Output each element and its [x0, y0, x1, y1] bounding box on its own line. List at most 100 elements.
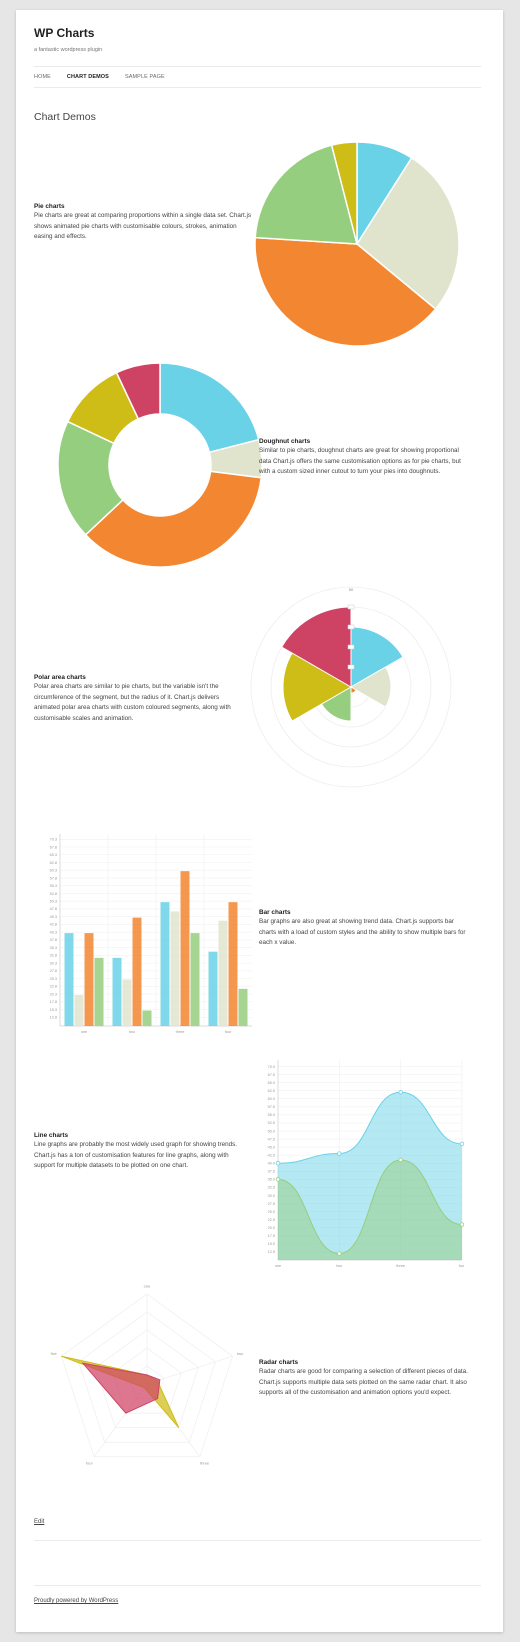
page: WP Charts a fantastic wordpress plugin H… — [16, 10, 503, 1632]
line-y-tick-label: 55.0 — [268, 1113, 275, 1117]
bar — [218, 920, 228, 1026]
bar-y-tick-label: 15.3 — [50, 1008, 57, 1012]
bar — [94, 957, 104, 1026]
bar-y-tick-label: 40.3 — [50, 930, 57, 934]
line-point — [337, 1251, 342, 1256]
radar-text: Radar charts are good for comparing a se… — [259, 1368, 468, 1396]
line-y-tick-label: 60.0 — [268, 1097, 275, 1101]
line-point — [459, 1141, 464, 1147]
bar-y-tick-label: 62.8 — [50, 861, 57, 865]
line-series-area — [278, 1160, 462, 1260]
line-y-tick-label: 45.0 — [268, 1145, 275, 1149]
polar-scale-tick — [347, 644, 355, 650]
doughnut-description: Doughnut charts Similar to pie charts, d… — [259, 438, 469, 478]
bar — [64, 933, 74, 1026]
bar-y-tick-label: 35.3 — [50, 946, 57, 950]
radar-grid-ring — [78, 1311, 216, 1443]
bar — [122, 979, 132, 1026]
line-x-tick-label: four — [459, 1264, 464, 1268]
bar-y-tick-label: 42.8 — [50, 923, 57, 927]
bar-y-tick-label: 60.3 — [50, 869, 57, 873]
line-description: Line charts Line graphs are probably the… — [34, 1132, 246, 1172]
radar-grid-ring — [95, 1329, 199, 1429]
site-title[interactable]: WP Charts — [34, 26, 95, 40]
line-point — [275, 1177, 281, 1182]
footer-divider — [34, 1585, 481, 1586]
nav-item-chart-demos[interactable]: CHART DEMOS — [66, 74, 109, 80]
line-x-tick-label: one — [275, 1264, 281, 1268]
bar-chart: 12.8 15.3 17.8 20.3 22.8 25.3 27.8 30.3 32.8 35.3… — [50, 834, 252, 1034]
page-title: Chart Demos — [34, 111, 96, 123]
radar-series — [81, 1362, 161, 1414]
footer-credit-link[interactable]: Proudly powered by WordPress — [34, 1598, 119, 1604]
line-y-tick-label: 57.5 — [268, 1105, 275, 1109]
bar-y-tick-label: 27.8 — [50, 969, 57, 973]
line-point — [459, 1222, 464, 1227]
polar-scale-tick — [347, 604, 355, 610]
line-point — [398, 1090, 403, 1095]
bar-y-tick-label: 67.8 — [50, 845, 57, 849]
line-point — [337, 1151, 342, 1156]
line-x-tick-label: two — [336, 1264, 342, 1268]
bar — [170, 911, 180, 1026]
line-point — [398, 1157, 403, 1163]
polar-scale-tick — [347, 664, 355, 670]
radar-axis — [146, 1355, 233, 1385]
line-y-tick-label: 47.5 — [268, 1137, 275, 1141]
pie-slice — [254, 236, 437, 347]
radar-axis-label: two — [237, 1351, 244, 1356]
bar — [208, 951, 218, 1026]
bar-y-tick-label: 70.3 — [50, 838, 57, 842]
doughnut-chart — [57, 362, 263, 568]
line-y-tick-label: 67.5 — [268, 1073, 275, 1077]
polar-segment — [281, 606, 352, 688]
line-y-tick-label: 70.0 — [268, 1065, 275, 1069]
line-text: Line graphs are probably the most widely… — [34, 1141, 238, 1169]
bar — [112, 957, 122, 1026]
bar-y-tick-label: 50.3 — [50, 900, 57, 904]
line-y-tick-label: 20.0 — [268, 1226, 275, 1230]
polar-description: Polar area charts Polar area charts are … — [34, 674, 244, 724]
bar — [132, 917, 142, 1026]
polar-grid-ring — [250, 586, 452, 788]
pie-slice — [356, 156, 460, 311]
pie-chart — [254, 141, 460, 347]
line-y-tick-label: 22.5 — [268, 1218, 275, 1222]
line-y-tick-label: 15.0 — [268, 1242, 275, 1246]
bar-y-tick-label: 17.8 — [50, 1000, 57, 1004]
line-point — [275, 1161, 281, 1166]
line-y-tick-label: 35.0 — [268, 1178, 275, 1182]
pie-slice — [330, 141, 358, 245]
radar-grid-ring — [60, 1293, 234, 1458]
bar-text: Bar graphs are also great at showing tre… — [259, 918, 466, 946]
line-y-tick-label: 17.5 — [268, 1234, 275, 1238]
site-description: a fantastic wordpress plugin — [34, 47, 103, 53]
line-y-tick-label: 52.5 — [268, 1121, 275, 1125]
radar-axis-label: one — [144, 1283, 151, 1288]
doughnut-text: Similar to pie charts, doughnut charts a… — [259, 447, 461, 475]
bar-x-tick-label: one — [81, 1030, 87, 1034]
polar-heading: Polar area charts — [34, 674, 86, 681]
bar-y-tick-label: 37.8 — [50, 938, 57, 942]
bar-y-tick-label: 25.3 — [50, 977, 57, 981]
bar-heading: Bar charts — [259, 909, 291, 916]
bar-y-tick-label: 47.8 — [50, 907, 57, 911]
doughnut-slice — [84, 470, 263, 568]
bar-description: Bar charts Bar graphs are also great at … — [259, 909, 469, 949]
radar-axis-label: four — [86, 1461, 94, 1466]
edit-link[interactable]: Edit — [34, 1519, 45, 1525]
nav-item-sample-page[interactable]: SAMPLE PAGE — [124, 74, 165, 80]
bar-x-tick-label: two — [129, 1030, 135, 1034]
bar — [142, 1010, 152, 1026]
bar — [160, 902, 170, 1026]
line-y-tick-label: 32.5 — [268, 1186, 275, 1190]
line-heading: Line charts — [34, 1132, 69, 1139]
nav-item-home[interactable]: HOME — [34, 74, 51, 80]
line-y-tick-label: 25.0 — [268, 1210, 275, 1214]
bar-y-tick-label: 12.8 — [50, 1016, 57, 1020]
bar-x-tick-label: three — [176, 1030, 185, 1034]
pie-slice — [254, 144, 358, 245]
bar-y-tick-label: 20.3 — [50, 992, 57, 996]
content-divider — [34, 1540, 481, 1541]
bar-y-tick-label: 30.3 — [50, 961, 57, 965]
